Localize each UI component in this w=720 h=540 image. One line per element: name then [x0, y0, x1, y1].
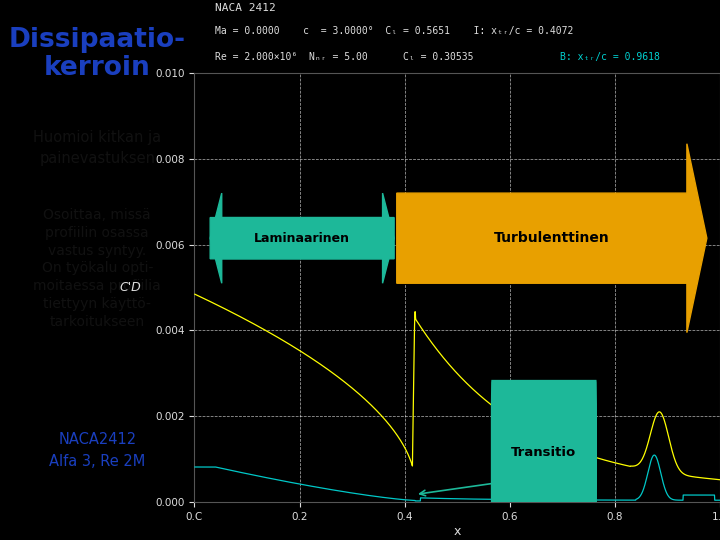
Text: Re = 2.000×10⁶  Nₙᵣ = 5.00      Cₗ = 0.30535: Re = 2.000×10⁶ Nₙᵣ = 5.00 Cₗ = 0.30535 — [215, 52, 474, 63]
Text: NACA2412
Alfa 3, Re 2M: NACA2412 Alfa 3, Re 2M — [49, 432, 145, 469]
Text: Ma = 0.0000    c  = 3.0000°  Cₗ = 0.5651    I: xₜᵣ/c = 0.4072: Ma = 0.0000 c = 3.0000° Cₗ = 0.5651 I: x… — [215, 26, 574, 36]
FancyArrow shape — [210, 193, 394, 284]
Text: B: xₜᵣ/c = 0.9618: B: xₜᵣ/c = 0.9618 — [559, 52, 660, 63]
Text: Laminaarinen: Laminaarinen — [254, 232, 350, 245]
X-axis label: x: x — [454, 525, 461, 538]
Text: Huomioi kitkan ja
painevastuksen: Huomioi kitkan ja painevastuksen — [33, 130, 161, 166]
Text: NACA 2412: NACA 2412 — [215, 3, 276, 13]
Text: Osoittaa, missä
profiilin osassa
vastus syntyy.
On työkalu opti-
moitaessa profi: Osoittaa, missä profiilin osassa vastus … — [33, 208, 161, 329]
Text: Turbulenttinen: Turbulenttinen — [494, 231, 610, 245]
FancyArrow shape — [397, 144, 707, 333]
FancyArrow shape — [210, 193, 394, 284]
FancyBboxPatch shape — [491, 380, 597, 526]
Text: Dissipaatio-
kerroin: Dissipaatio- kerroin — [9, 27, 186, 81]
Text: Transitio: Transitio — [511, 447, 577, 460]
Y-axis label: C'D: C'D — [120, 281, 141, 294]
